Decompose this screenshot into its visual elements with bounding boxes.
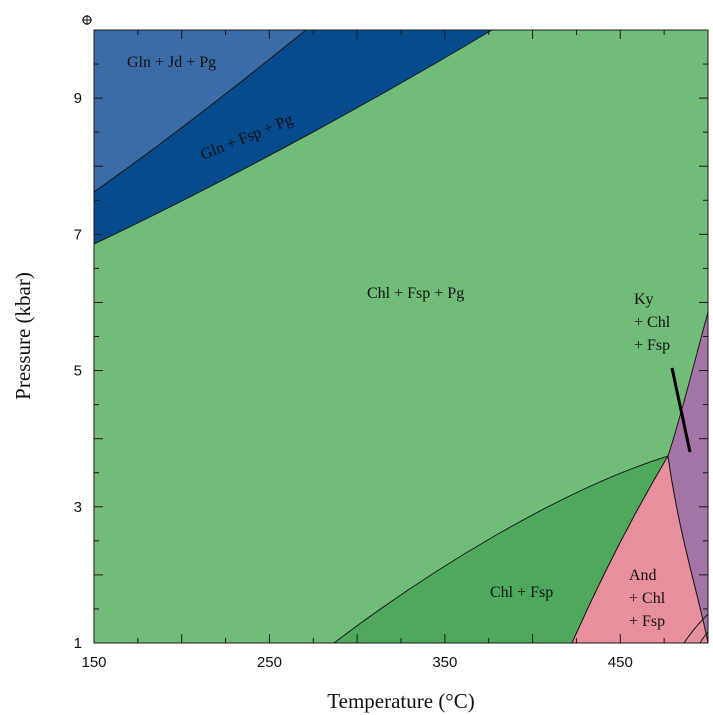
y-tick-label: 9 — [74, 90, 82, 107]
crosshair-icon — [82, 15, 92, 25]
label-gln-jd-pg: Gln + Jd + Pg — [127, 54, 216, 71]
small-field-boundary — [683, 613, 709, 644]
axis-ticks: 150 250 350 450 1 3 5 7 9 — [74, 29, 709, 671]
x-tick-label: 350 — [432, 654, 457, 671]
y-tick-label: 1 — [74, 635, 82, 652]
label-chl-line: + Chl — [634, 314, 671, 331]
x-tick-label: 450 — [608, 654, 633, 671]
label-chl-fsp-pg: Chl + Fsp + Pg — [367, 285, 464, 302]
label-ky-line: Ky — [634, 291, 654, 308]
label-and-line: And — [629, 567, 657, 584]
label-ky-chl-fsp: Ky + Chl + Fsp — [634, 291, 674, 354]
phase-fields — [93, 29, 709, 644]
x-tick-label: 150 — [81, 654, 106, 671]
small-field-boundary — [699, 631, 709, 644]
label-fsp-line: + Fsp — [629, 613, 665, 630]
label-fsp-line: + Fsp — [634, 337, 670, 354]
y-tick-label: 7 — [74, 226, 82, 243]
label-chl-fsp: Chl + Fsp — [490, 584, 553, 601]
x-axis-title: Temperature (°C) — [327, 689, 474, 713]
field-gln-fsp-pg — [93, 29, 494, 245]
y-axis-title: Pressure (kbar) — [11, 272, 35, 400]
label-chl-line: + Chl — [629, 590, 666, 607]
reaction-line — [670, 367, 692, 453]
label-and-chl-fsp: And + Chl + Fsp — [629, 567, 669, 630]
y-tick-label: 3 — [74, 499, 82, 516]
x-tick-label: 250 — [257, 654, 282, 671]
y-tick-label: 5 — [74, 363, 82, 380]
